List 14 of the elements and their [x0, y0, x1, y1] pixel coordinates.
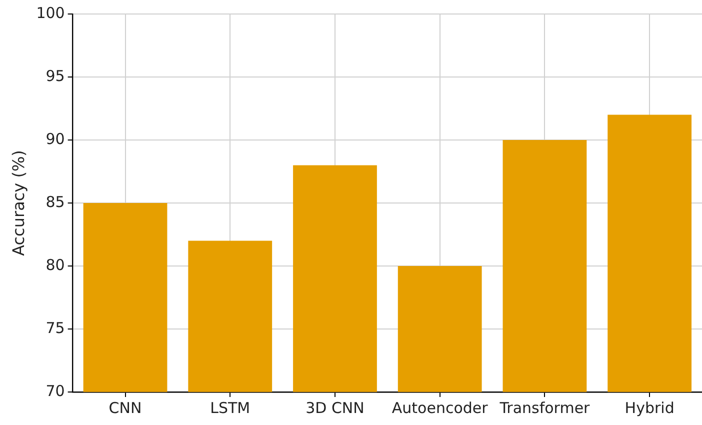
y-tick-label: 75 [46, 318, 65, 337]
x-tick-label: 3D CNN [306, 398, 364, 417]
y-tick-label: 80 [46, 256, 65, 274]
x-tick-label: Autoencoder [392, 398, 489, 417]
y-tick-label: 95 [46, 66, 65, 85]
x-tick-label: LSTM [210, 398, 250, 417]
x-tick-label: Transformer [498, 398, 591, 417]
y-tick-label: 90 [46, 130, 65, 148]
x-tick-label: CNN [108, 398, 142, 417]
x-tick-label: Hybrid [624, 398, 674, 417]
y-axis-title: Accuracy (%) [8, 150, 28, 256]
y-tick-label: 100 [36, 4, 65, 22]
y-tick-label: 70 [46, 382, 65, 400]
y-tick-label: 85 [46, 192, 65, 211]
